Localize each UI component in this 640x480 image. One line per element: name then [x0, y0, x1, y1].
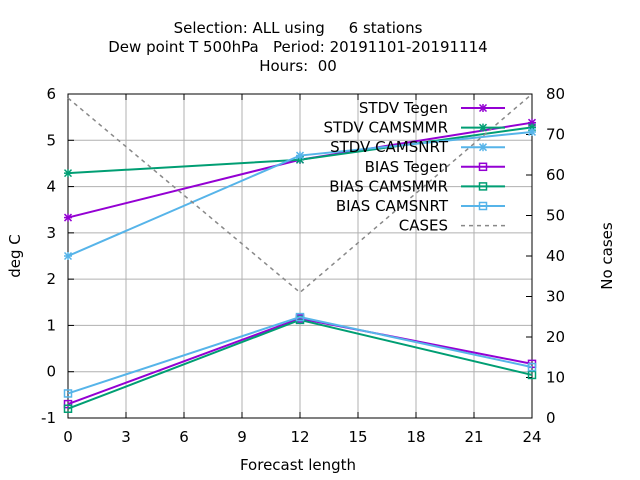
- data-point: [63, 404, 73, 413]
- y2-tick-label: 40: [546, 247, 565, 265]
- y-tick-label: 6: [46, 85, 56, 103]
- y-tick-label: 4: [46, 178, 56, 196]
- marker-stroke: [63, 213, 73, 222]
- data-point: [63, 251, 73, 261]
- x-tick-label: 18: [406, 428, 425, 446]
- y2-tick-label: 50: [546, 207, 565, 225]
- y2-tick-label: 0: [546, 409, 556, 427]
- x-tick-label: 0: [63, 428, 73, 446]
- marker-stroke: [478, 123, 488, 132]
- legend-marker: [478, 103, 488, 113]
- y2-tick-label: 30: [546, 288, 565, 306]
- marker-stroke: [478, 143, 488, 152]
- marker-stroke: [63, 169, 73, 178]
- grid: [68, 94, 532, 418]
- y2-axis-label: No cases: [598, 222, 616, 290]
- legend-marker: [478, 201, 488, 211]
- legend-label: STDV CAMSMMR: [323, 119, 448, 137]
- y2-tick-label: 80: [546, 85, 565, 103]
- data-point: [527, 362, 537, 372]
- legend-label: BIAS CAMSMMR: [329, 177, 448, 195]
- legend-marker: [478, 123, 488, 132]
- legend-label: BIAS Tegen: [365, 158, 448, 176]
- chart-title-line-2: Dew point T 500hPa Period: 20191101-2019…: [108, 38, 487, 56]
- marker-stroke: [478, 103, 488, 113]
- y2-tick-label: 60: [546, 166, 565, 184]
- legend-marker: [478, 143, 488, 152]
- y-tick-label: 0: [46, 363, 56, 381]
- marker-stroke: [63, 251, 73, 261]
- legend-label: CASES: [399, 217, 448, 235]
- y-tick-label: 5: [46, 131, 56, 149]
- legend-marker: [478, 162, 488, 172]
- x-tick-label: 6: [179, 428, 189, 446]
- y-tick-label: 1: [46, 316, 56, 334]
- x-axis-label: Forecast length: [240, 456, 356, 474]
- series-stdv-camsnrt: [63, 127, 537, 261]
- legend-label: BIAS CAMSNRT: [336, 197, 449, 215]
- data-point: [63, 399, 73, 409]
- chart-title-line-3: Hours: 00: [259, 57, 337, 75]
- series-group: [63, 93, 537, 413]
- x-tick-label: 21: [464, 428, 483, 446]
- data-point: [63, 213, 73, 222]
- data-point: [527, 370, 537, 380]
- marker-stroke: [295, 151, 305, 160]
- x-tick-label: 9: [237, 428, 247, 446]
- series-cases: [67, 93, 533, 294]
- x-tick-label: 15: [348, 428, 367, 446]
- data-point: [295, 151, 305, 160]
- legend-marker: [478, 182, 488, 191]
- legend-label: STDV CAMSNRT: [330, 138, 449, 156]
- data-point: [63, 169, 73, 178]
- series-line: [67, 316, 533, 395]
- data-point: [63, 389, 73, 398]
- x-tick-label: 12: [290, 428, 309, 446]
- x-tick-label: 3: [121, 428, 131, 446]
- data-point: [527, 127, 537, 136]
- y2-tick-label: 10: [546, 369, 565, 387]
- y2-tick-label: 70: [546, 126, 565, 144]
- y-tick-label: 2: [46, 270, 56, 288]
- data-point: [295, 312, 305, 322]
- x-tick-label: 24: [522, 428, 541, 446]
- series-bias-camsnrt: [63, 312, 537, 398]
- y-tick-label: 3: [46, 224, 56, 242]
- marker-stroke: [527, 127, 537, 136]
- series-line: [67, 317, 533, 406]
- legend-label: STDV Tegen: [359, 99, 448, 117]
- y-axis-label: deg C: [6, 234, 24, 278]
- series-line: [67, 93, 533, 294]
- chart-title-line-1: Selection: ALL using 6 stations: [174, 19, 423, 37]
- y2-tick-label: 20: [546, 328, 565, 346]
- y-tick-label: -1: [41, 409, 56, 427]
